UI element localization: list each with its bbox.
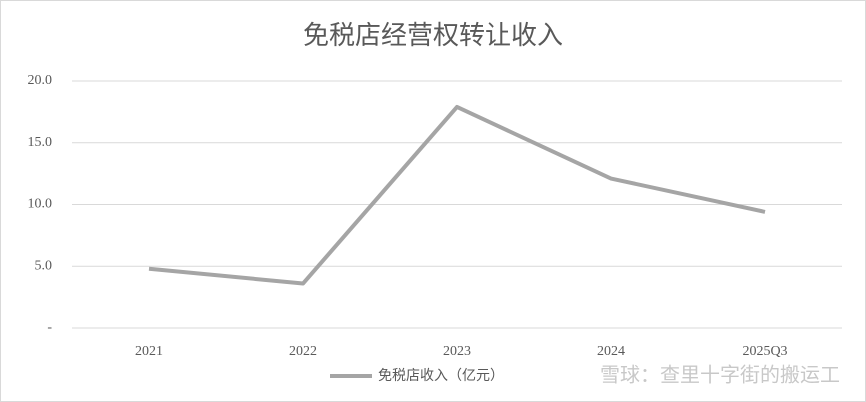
x-tick-label: 2025Q3 bbox=[742, 344, 787, 359]
legend-label: 免税店收入（亿元） bbox=[378, 368, 504, 384]
y-tick-label: 5.0 bbox=[35, 258, 53, 273]
x-tick-label: 2021 bbox=[135, 344, 163, 359]
y-tick-label: 10.0 bbox=[28, 197, 53, 212]
x-tick-label: 2022 bbox=[289, 344, 317, 359]
x-tick-label: 2023 bbox=[443, 344, 471, 359]
watermark: 雪球：查里十字街的搬运工 bbox=[600, 364, 840, 387]
data-line bbox=[148, 104, 766, 286]
chart-title: 免税店经营权转让收入 bbox=[303, 21, 563, 50]
y-tick-label: 15.0 bbox=[28, 135, 53, 150]
y-tick-label: 20.0 bbox=[28, 73, 53, 88]
x-tick-label: 2024 bbox=[597, 344, 625, 359]
y-tick-label: - bbox=[47, 320, 52, 335]
